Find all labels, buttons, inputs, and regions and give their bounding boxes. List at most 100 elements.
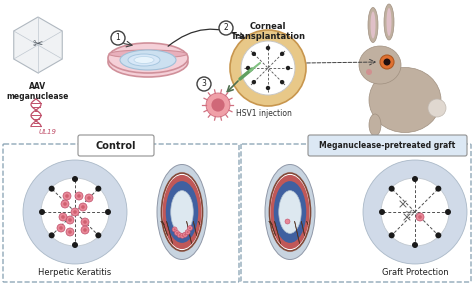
Circle shape <box>72 242 78 248</box>
Circle shape <box>57 224 65 232</box>
Circle shape <box>435 186 441 192</box>
Circle shape <box>219 21 233 35</box>
Circle shape <box>389 186 395 192</box>
Ellipse shape <box>108 47 188 77</box>
Ellipse shape <box>157 164 207 260</box>
Circle shape <box>230 30 306 106</box>
Text: Herpetic Keratitis: Herpetic Keratitis <box>38 268 111 277</box>
Polygon shape <box>14 17 62 73</box>
Ellipse shape <box>134 57 154 63</box>
Circle shape <box>95 232 101 238</box>
Ellipse shape <box>384 4 394 40</box>
Circle shape <box>416 213 424 221</box>
Circle shape <box>81 205 85 209</box>
Circle shape <box>380 55 394 69</box>
Circle shape <box>83 228 87 232</box>
Circle shape <box>211 98 225 112</box>
Circle shape <box>252 52 256 56</box>
Circle shape <box>72 176 78 182</box>
Ellipse shape <box>359 46 401 84</box>
Ellipse shape <box>274 181 306 243</box>
FancyBboxPatch shape <box>308 135 467 156</box>
Circle shape <box>445 209 451 215</box>
Circle shape <box>73 210 77 214</box>
Circle shape <box>75 192 83 200</box>
Ellipse shape <box>161 172 203 252</box>
Circle shape <box>85 194 93 202</box>
Circle shape <box>49 232 55 238</box>
Circle shape <box>79 203 87 211</box>
Circle shape <box>63 202 67 206</box>
Ellipse shape <box>279 191 301 233</box>
Circle shape <box>61 215 65 219</box>
Ellipse shape <box>386 8 392 36</box>
Circle shape <box>180 233 185 238</box>
Circle shape <box>280 80 284 84</box>
Circle shape <box>206 93 230 117</box>
Circle shape <box>87 196 91 200</box>
Ellipse shape <box>163 175 201 249</box>
Ellipse shape <box>171 191 193 233</box>
Circle shape <box>246 66 250 70</box>
Circle shape <box>81 218 89 226</box>
Text: Corneal
Transplantation: Corneal Transplantation <box>230 22 306 41</box>
Circle shape <box>63 192 71 200</box>
Text: Control: Control <box>96 141 136 151</box>
Circle shape <box>81 226 89 234</box>
Ellipse shape <box>265 164 315 260</box>
Ellipse shape <box>109 50 187 58</box>
Ellipse shape <box>369 68 441 132</box>
Circle shape <box>66 228 74 236</box>
Text: UL19: UL19 <box>39 130 57 136</box>
Circle shape <box>49 186 55 192</box>
Circle shape <box>59 213 67 221</box>
Circle shape <box>177 233 182 238</box>
Circle shape <box>366 69 372 75</box>
Circle shape <box>428 99 446 117</box>
Circle shape <box>285 219 290 224</box>
Circle shape <box>197 77 211 91</box>
Circle shape <box>111 31 125 45</box>
Circle shape <box>179 234 181 236</box>
Ellipse shape <box>128 54 160 66</box>
FancyBboxPatch shape <box>3 144 239 282</box>
Circle shape <box>189 227 191 229</box>
Circle shape <box>182 232 188 237</box>
Text: 2: 2 <box>224 23 228 33</box>
Circle shape <box>66 216 74 224</box>
Circle shape <box>286 66 290 70</box>
Circle shape <box>83 220 87 224</box>
Circle shape <box>77 194 81 198</box>
Circle shape <box>172 227 177 232</box>
Circle shape <box>412 176 418 182</box>
Text: ✂: ✂ <box>404 206 416 218</box>
Circle shape <box>39 209 45 215</box>
Circle shape <box>383 59 391 65</box>
Text: 3: 3 <box>201 80 207 89</box>
Text: ✂: ✂ <box>33 38 43 52</box>
Circle shape <box>187 231 189 233</box>
FancyBboxPatch shape <box>241 144 471 282</box>
Circle shape <box>185 230 190 235</box>
Circle shape <box>174 231 180 235</box>
Circle shape <box>95 186 101 192</box>
Circle shape <box>61 200 69 208</box>
Circle shape <box>184 234 186 236</box>
Circle shape <box>41 178 109 246</box>
Circle shape <box>23 160 127 264</box>
Circle shape <box>381 178 449 246</box>
Circle shape <box>266 46 270 50</box>
Circle shape <box>105 209 111 215</box>
Circle shape <box>252 80 256 84</box>
Circle shape <box>59 226 63 230</box>
Circle shape <box>188 226 192 231</box>
Ellipse shape <box>368 8 378 42</box>
Circle shape <box>412 242 418 248</box>
Circle shape <box>379 209 385 215</box>
Text: Meganuclease-pretreated graft: Meganuclease-pretreated graft <box>319 142 455 151</box>
Ellipse shape <box>108 43 188 73</box>
Circle shape <box>182 235 183 237</box>
Text: HSV1 injection: HSV1 injection <box>236 109 292 118</box>
Circle shape <box>363 160 467 264</box>
Circle shape <box>435 232 441 238</box>
